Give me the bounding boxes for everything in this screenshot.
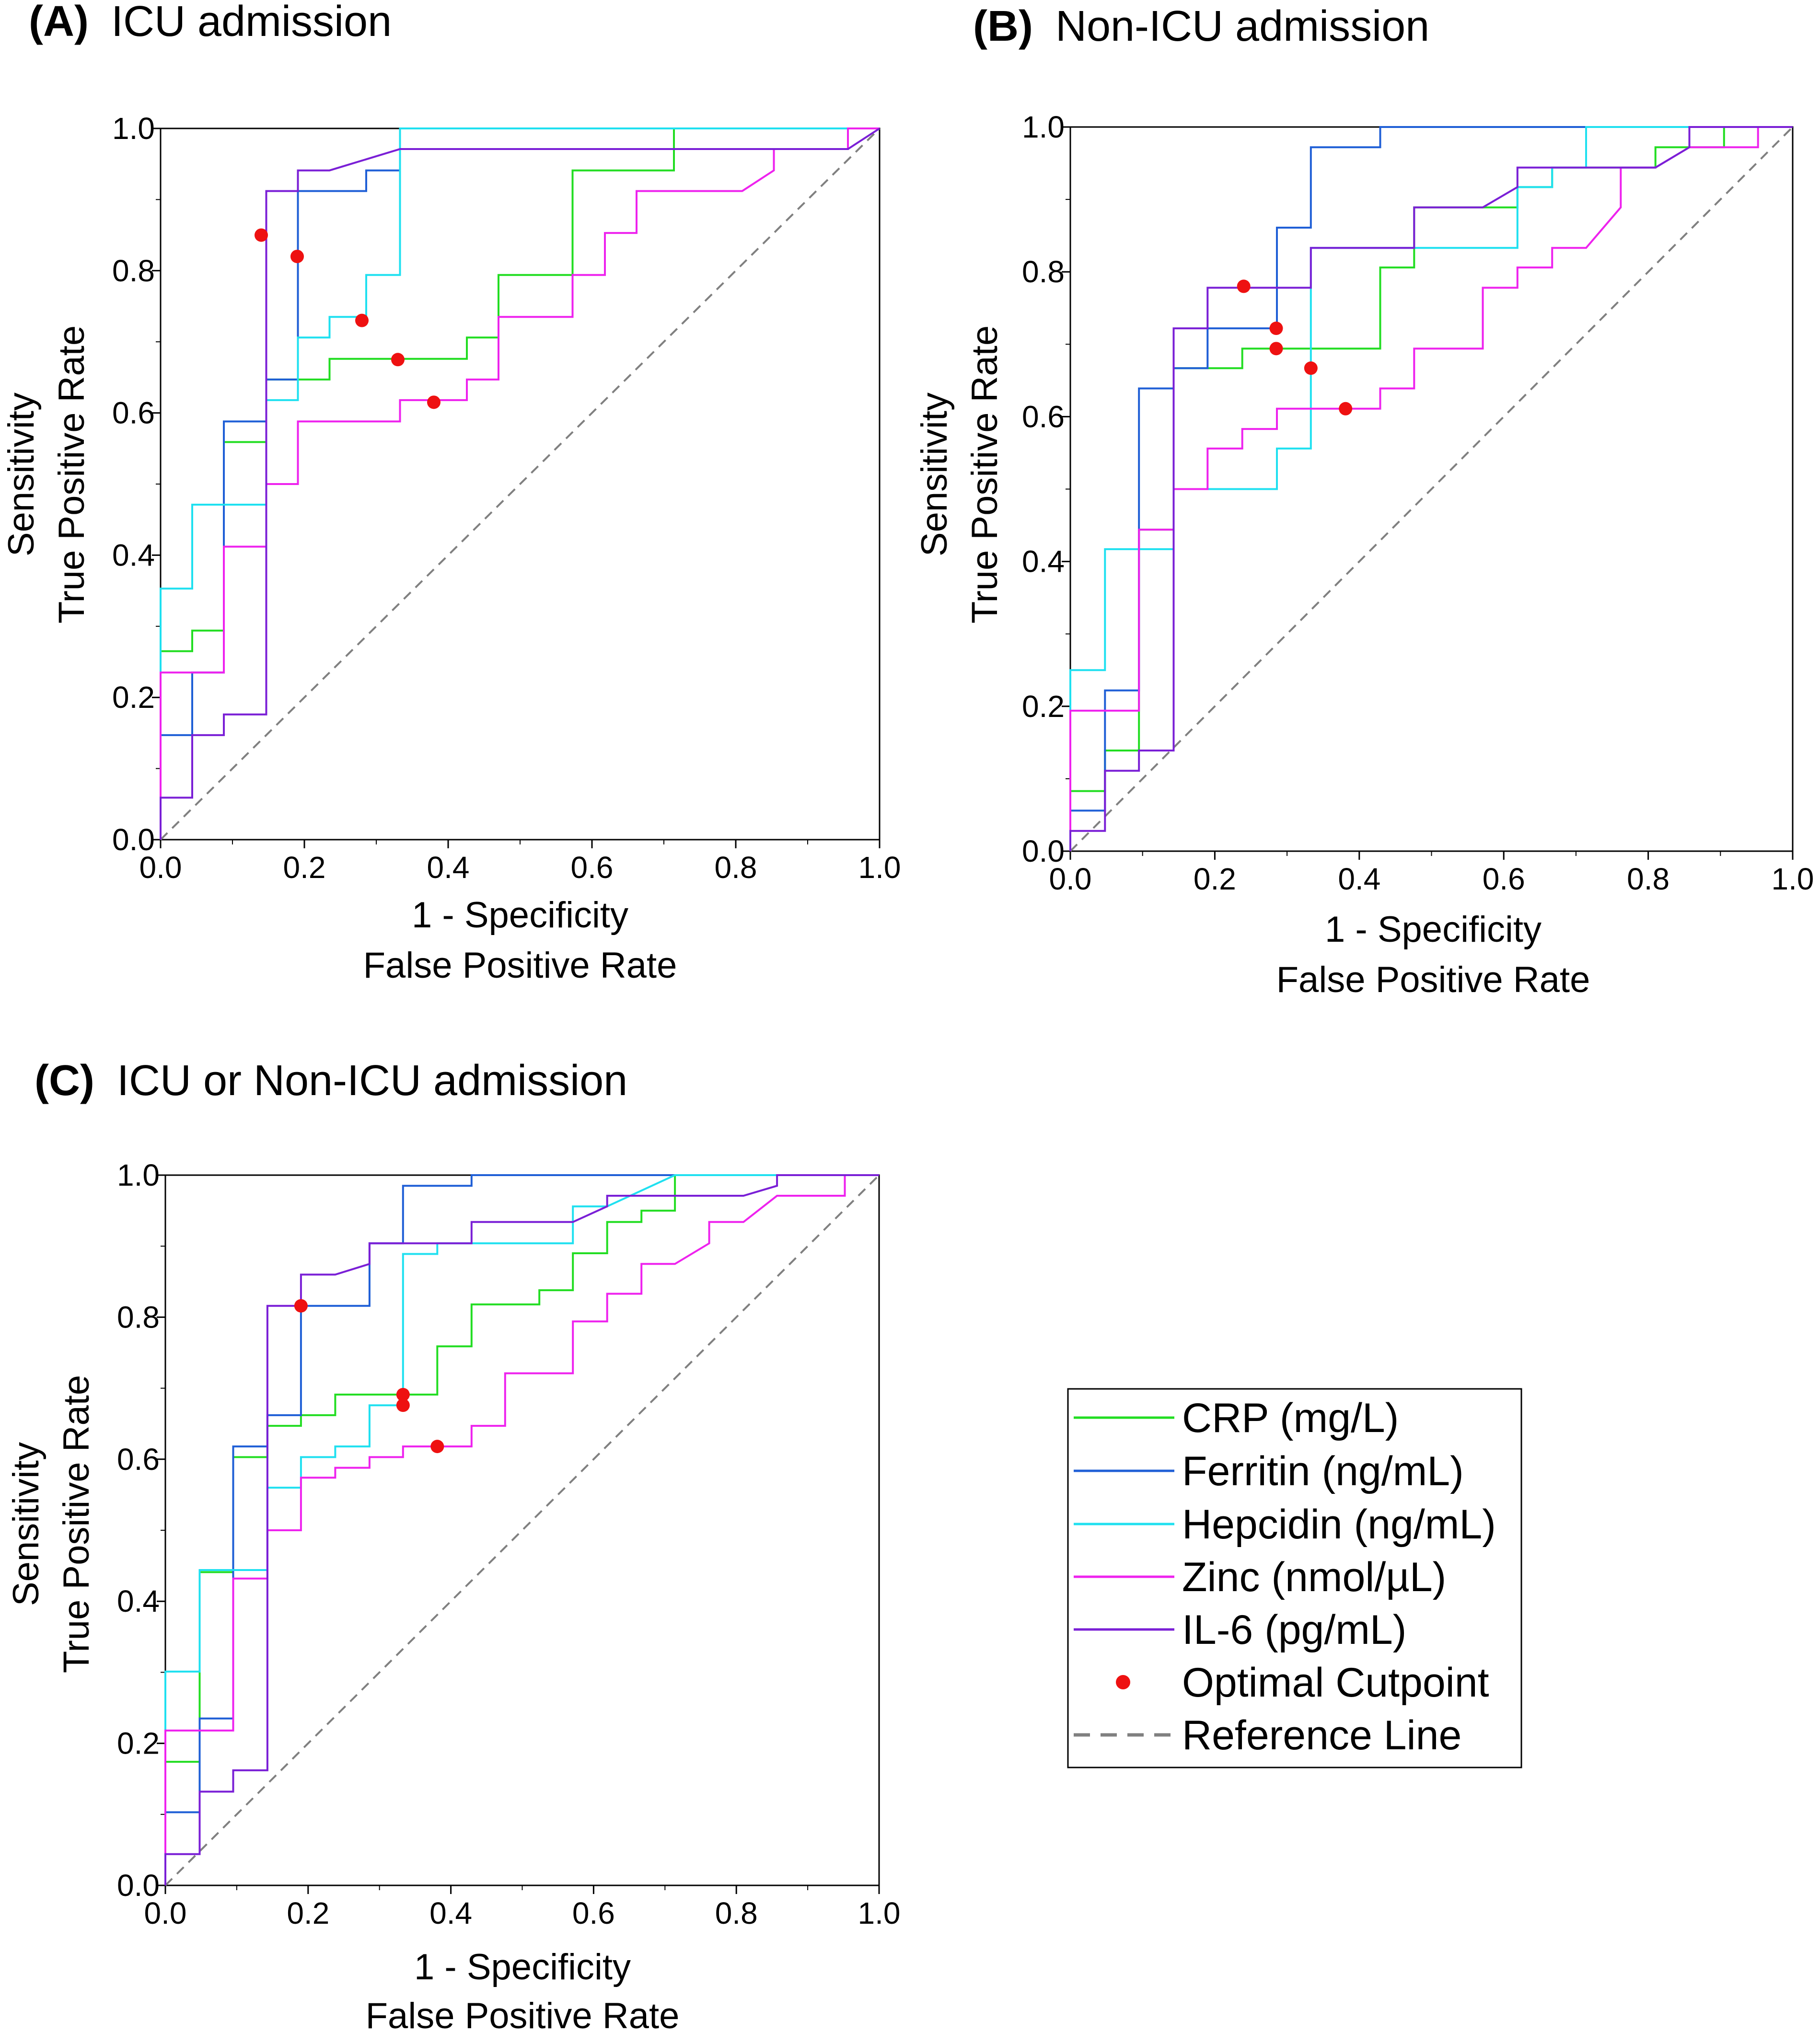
panel-b-x-tick-label: 0.4 bbox=[1338, 862, 1380, 896]
panel-a-x-tick-label: 0.2 bbox=[283, 850, 326, 885]
panel-c-xlabel-1: 1 - Specificity bbox=[414, 1947, 631, 1987]
panel-c-ylabel-2: True Positive Rate bbox=[56, 1375, 97, 1673]
panel-c-optimal-cutpoint bbox=[396, 1398, 410, 1412]
panel-b-title: (B) Non-ICU admission bbox=[973, 2, 1429, 50]
panel-a-y-tick-label: 0.4 bbox=[112, 538, 155, 572]
panel-b-x-tick-label: 0.0 bbox=[1049, 862, 1092, 896]
panel-a-optimal-cutpoint bbox=[255, 228, 268, 242]
panel-b-x-tick-label: 0.8 bbox=[1627, 862, 1669, 896]
panel-b-ylabel-2: True Positive Rate bbox=[964, 325, 1005, 624]
panel-c-y-tick-label: 0.2 bbox=[117, 1726, 160, 1761]
panel-b-y-tick-label: 1.0 bbox=[1022, 110, 1065, 144]
panel-a-y-tick-label: 0.2 bbox=[112, 680, 155, 715]
panel-c-x-tick-label: 0.4 bbox=[429, 1896, 472, 1930]
panel-a-title: (A) ICU admission bbox=[29, 0, 392, 46]
legend-hepcidin-label: Hepcidin (ng/mL) bbox=[1182, 1502, 1496, 1548]
panel-c-y-tick-label: 0.0 bbox=[117, 1868, 160, 1903]
panel-b-x-tick-label: 1.0 bbox=[1772, 862, 1814, 896]
legend-zinc-label: Zinc (nmol/µL) bbox=[1182, 1554, 1446, 1600]
panel-a-optimal-cutpoint bbox=[355, 313, 369, 327]
panel-c-optimal-cutpoint bbox=[396, 1387, 410, 1401]
panel-c-x-tick-label: 0.2 bbox=[287, 1896, 329, 1930]
panel-b-ferritin-curve bbox=[1069, 126, 1793, 851]
panel-b-ylabel-1: Sensitivity bbox=[914, 393, 955, 556]
panel-b-optimal-cutpoint bbox=[1304, 361, 1318, 375]
panel-b-optimal-cutpoint bbox=[1269, 342, 1283, 356]
panel-a-ylabel-2: True Positive Rate bbox=[51, 325, 92, 624]
panel-a-x-tick-label: 0.6 bbox=[571, 850, 614, 885]
panel-c-il6-curve bbox=[164, 1174, 879, 1885]
legend-crp-label: CRP (mg/L) bbox=[1182, 1395, 1399, 1441]
panel-b-y-tick-label: 0.0 bbox=[1022, 834, 1065, 868]
panel-a-xlabel-1: 1 - Specificity bbox=[412, 895, 628, 936]
legend: CRP (mg/L) Ferritin (ng/mL) Hepcidin (ng… bbox=[1067, 1388, 1522, 1768]
panel-b-xlabel-2: False Positive Rate bbox=[1276, 959, 1590, 1000]
panel-c-reference-line bbox=[164, 1174, 880, 1886]
panel-b-reference-line bbox=[1069, 126, 1794, 852]
panel-b-il6-curve bbox=[1069, 126, 1793, 851]
panel-b-chart: (B) Non-ICU admission 0.00.0 0.2 0.2 0.4 0.4… bbox=[914, 2, 1814, 1000]
panel-c-x-tick-label: 0.8 bbox=[715, 1896, 758, 1930]
panel-a-chart: (A) ICU admission 0.00.0 0.2 0.2 0.4 0.4 0.6 0… bbox=[1, 0, 901, 986]
panel-a-xlabel-2: False Positive Rate bbox=[363, 945, 677, 986]
panel-b-y-tick-label: 0.8 bbox=[1022, 254, 1065, 289]
legend-reference-label: Reference Line bbox=[1182, 1712, 1461, 1758]
panel-c-ferritin-curve bbox=[164, 1174, 879, 1885]
panel-a-optimal-cutpoint bbox=[391, 353, 405, 367]
panel-a-reference-line bbox=[160, 127, 881, 841]
panel-a-y-tick-label: 1.0 bbox=[112, 111, 155, 146]
panel-a-crp-curve bbox=[160, 127, 880, 840]
panel-a-il6-curve bbox=[160, 127, 881, 840]
panel-c-zinc-curve bbox=[164, 1174, 879, 1885]
panel-b-x-tick-label: 0.2 bbox=[1194, 862, 1236, 896]
panel-c-title: (C) ICU or Non-ICU admission bbox=[35, 1057, 627, 1105]
panel-c-y-tick-label: 0.4 bbox=[117, 1584, 160, 1618]
panel-c-x-tick-label: 1.0 bbox=[858, 1896, 901, 1930]
panel-a-x-tick-label: 0.4 bbox=[427, 850, 470, 885]
panel-a-optimal-cutpoint bbox=[427, 395, 441, 409]
panel-c-optimal-cutpoint bbox=[294, 1299, 308, 1313]
panel-b-optimal-cutpoint bbox=[1339, 402, 1353, 416]
panel-a-hepcidin-curve bbox=[160, 127, 880, 840]
legend-frame bbox=[1067, 1388, 1522, 1768]
panel-c-y-tick-label: 0.8 bbox=[117, 1300, 160, 1334]
legend-cutpoint-marker bbox=[1116, 1675, 1130, 1689]
panel-b-optimal-cutpoint bbox=[1269, 322, 1283, 335]
panel-a-ylabel-1: Sensitivity bbox=[1, 393, 42, 556]
panel-a-y-tick-label: 0.8 bbox=[112, 254, 155, 288]
panel-b-xlabel-1: 1 - Specificity bbox=[1325, 909, 1542, 950]
panel-b-optimal-cutpoint bbox=[1237, 279, 1251, 293]
panel-b-x-tick-label: 0.6 bbox=[1483, 862, 1525, 896]
panel-c-x-tick-label: 0.6 bbox=[572, 1896, 615, 1930]
legend-ferritin-label: Ferritin (ng/mL) bbox=[1182, 1448, 1464, 1494]
panel-a-x-tick-label: 0.8 bbox=[715, 850, 757, 885]
panel-a-x-tick-label: 0.0 bbox=[139, 850, 182, 885]
panel-a-y-tick-label: 0.6 bbox=[112, 396, 155, 430]
panel-a-optimal-cutpoint bbox=[290, 250, 304, 264]
panel-c-ylabel-1: Sensitivity bbox=[6, 1442, 46, 1606]
panel-b-crp-curve bbox=[1069, 126, 1793, 851]
panel-c-y-tick-label: 0.6 bbox=[117, 1442, 160, 1477]
panel-c-x-tick-label: 0.0 bbox=[144, 1896, 187, 1930]
panel-c-xlabel-2: False Positive Rate bbox=[366, 1996, 680, 2033]
legend-cutpoint-label: Optimal Cutpoint bbox=[1182, 1660, 1489, 1706]
panel-c-optimal-cutpoint bbox=[430, 1440, 444, 1454]
panel-b-y-tick-label: 0.2 bbox=[1022, 689, 1065, 724]
panel-b-y-tick-label: 0.6 bbox=[1022, 399, 1065, 434]
panel-c-chart: (C) ICU or Non-ICU admission 0.00.0 0.2 0.… bbox=[6, 1057, 900, 2033]
panel-a-y-tick-label: 0.0 bbox=[112, 822, 155, 857]
panel-a-x-tick-label: 1.0 bbox=[858, 850, 901, 885]
panel-c-y-tick-label: 1.0 bbox=[117, 1158, 160, 1192]
legend-il6-label: IL-6 (pg/mL) bbox=[1182, 1607, 1406, 1653]
panel-c-hepcidin-curve bbox=[164, 1174, 879, 1885]
panel-b-y-tick-label: 0.4 bbox=[1022, 544, 1065, 579]
